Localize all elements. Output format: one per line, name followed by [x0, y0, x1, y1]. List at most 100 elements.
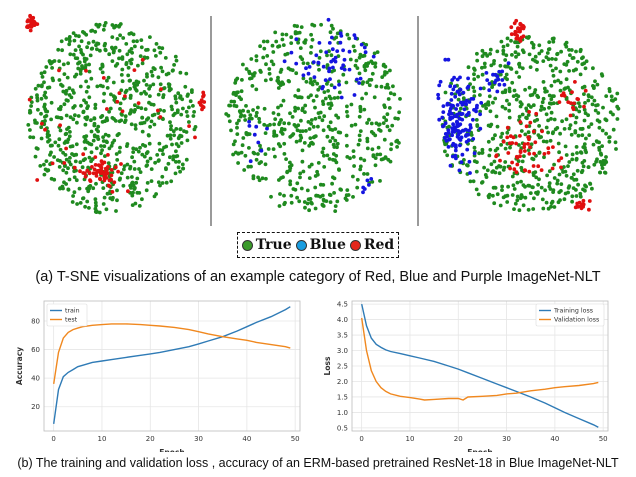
- tsne-point-blue: [458, 117, 463, 121]
- tsne-point-true: [518, 196, 523, 201]
- tsne-panel-red: [12, 8, 208, 222]
- caption-tsne: (a) T-SNE visualizations of an example c…: [35, 269, 601, 285]
- tsne-point-true: [52, 59, 57, 63]
- y-tick-label: 1.0: [337, 409, 348, 417]
- tsne-point-blue: [449, 103, 453, 107]
- series-line-validation-loss: [361, 317, 599, 401]
- tsne-point-true: [515, 180, 520, 185]
- tsne-point-true: [549, 204, 553, 209]
- tsne-point-blue: [320, 86, 325, 91]
- tsne-point-red: [102, 175, 107, 180]
- tsne-point-true: [397, 110, 401, 115]
- tsne-point-blue: [333, 59, 338, 64]
- tsne-point-true: [172, 63, 177, 67]
- tsne-point-blue: [467, 128, 471, 133]
- tsne-point-red: [116, 169, 120, 174]
- tsne-point-true: [78, 201, 83, 205]
- tsne-point-true: [128, 164, 133, 169]
- tsne-point-blue: [282, 59, 287, 64]
- tsne-point-true: [328, 193, 333, 198]
- tsne-point-true: [526, 207, 531, 212]
- tsne-point-true: [161, 95, 166, 100]
- tsne-point-true: [515, 44, 520, 49]
- tsne-point-true: [544, 139, 549, 144]
- tsne-point-true: [583, 101, 587, 105]
- tsne-point-true: [157, 45, 162, 50]
- tsne-point-true: [262, 106, 267, 111]
- tsne-point-true: [125, 175, 130, 180]
- tsne-point-true: [298, 138, 302, 143]
- tsne-point-true: [367, 78, 372, 82]
- tsne-point-true: [282, 127, 287, 132]
- tsne-point-true: [551, 73, 556, 78]
- tsne-point-true: [375, 50, 380, 54]
- tsne-point-true: [68, 144, 73, 149]
- tsne-point-true: [375, 152, 380, 157]
- tsne-point-true: [109, 92, 113, 97]
- tsne-point-blue: [335, 49, 340, 53]
- tsne-point-true: [174, 142, 179, 146]
- tsne-point-true: [536, 95, 541, 99]
- tsne-point-red: [546, 150, 551, 155]
- tsne-point-true: [276, 86, 281, 90]
- tsne-point-red: [556, 158, 561, 163]
- tsne-point-true: [371, 154, 376, 159]
- tsne-point-true: [328, 30, 333, 35]
- tsne-point-true: [149, 69, 154, 74]
- tsne-point-true: [329, 83, 334, 87]
- tsne-point-true: [72, 153, 76, 158]
- tsne-point-true: [326, 89, 330, 93]
- tsne-point-true: [532, 119, 537, 123]
- panel-divider: [417, 16, 419, 226]
- tsne-point-true: [573, 130, 578, 135]
- tsne-point-true: [61, 62, 66, 67]
- tsne-point-true: [389, 147, 393, 152]
- chart-legend: [535, 303, 605, 327]
- tsne-point-true: [307, 208, 311, 213]
- tsne-point-true: [269, 59, 274, 64]
- tsne-point-blue: [472, 151, 477, 156]
- tsne-point-blue: [458, 87, 463, 92]
- tsne-point-blue: [323, 78, 328, 82]
- tsne-point-true: [592, 86, 596, 90]
- tsne-point-true: [29, 104, 33, 108]
- tsne-point-red: [518, 21, 523, 26]
- tsne-point-true: [308, 80, 313, 85]
- tsne-point-true: [138, 54, 143, 58]
- tsne-point-blue: [341, 48, 345, 53]
- tsne-point-true: [98, 83, 103, 88]
- tsne-point-blue: [327, 69, 331, 74]
- tsne-point-blue: [333, 55, 338, 60]
- tsne-point-true: [568, 53, 572, 57]
- tsne-point-red: [514, 170, 519, 175]
- tsne-point-true: [574, 157, 579, 162]
- tsne-point-true: [250, 84, 255, 88]
- tsne-point-true: [567, 69, 571, 73]
- tsne-point-true: [181, 166, 186, 171]
- tsne-point-blue: [455, 124, 460, 129]
- tsne-point-blue: [452, 129, 457, 134]
- tsne-point-blue: [464, 140, 469, 144]
- tsne-point-true: [508, 66, 513, 71]
- tsne-point-true: [96, 129, 100, 134]
- tsne-point-blue: [247, 124, 252, 128]
- tsne-point-true: [328, 120, 333, 125]
- tsne-point-true: [326, 102, 331, 106]
- tsne-point-red: [100, 162, 105, 166]
- tsne-point-blue: [329, 59, 334, 64]
- tsne-point-blue: [324, 50, 329, 55]
- tsne-point-blue: [248, 159, 253, 164]
- tsne-point-blue: [493, 80, 497, 85]
- tsne-point-true: [168, 136, 173, 141]
- tsne-point-true: [123, 114, 128, 119]
- tsne-point-red: [557, 100, 562, 104]
- tsne-point-true: [158, 183, 162, 188]
- tsne-point-true: [611, 98, 615, 103]
- tsne-point-true: [590, 186, 594, 191]
- tsne-point-true: [543, 188, 547, 193]
- tsne-point-true: [571, 172, 576, 177]
- tsne-point-true: [284, 157, 288, 162]
- tsne-point-true: [534, 175, 539, 180]
- series-line-train: [53, 306, 291, 424]
- tsne-point-red: [494, 154, 498, 159]
